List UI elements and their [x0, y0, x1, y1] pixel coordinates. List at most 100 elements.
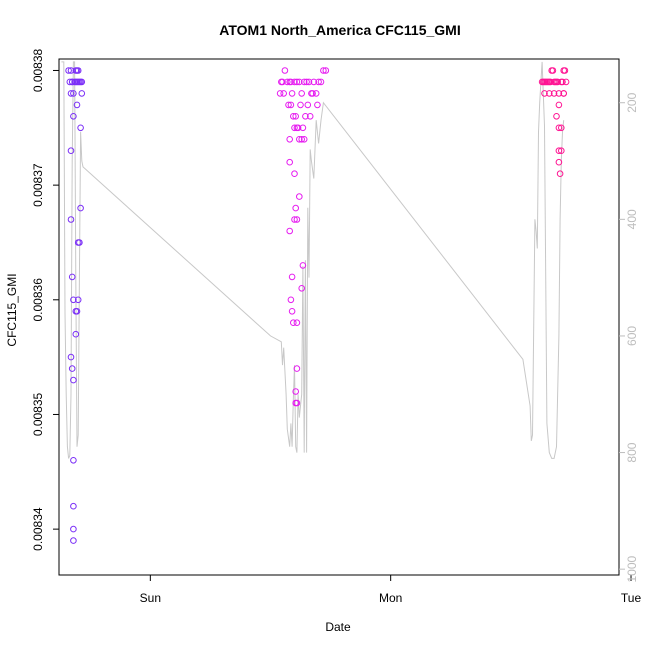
data-point [292, 113, 300, 120]
data-point [285, 101, 292, 109]
data-point [72, 330, 80, 338]
data-point [296, 136, 303, 143]
data-point [541, 90, 548, 97]
data-point [296, 78, 303, 86]
data-point [558, 147, 565, 154]
data-point [70, 502, 77, 510]
data-point [554, 78, 562, 86]
data-point [298, 90, 306, 97]
data-point [555, 158, 563, 166]
points-layer [65, 67, 570, 544]
x-axis-label: Date [325, 620, 351, 634]
data-point [291, 216, 298, 223]
data-point [546, 90, 553, 97]
data-point [306, 113, 314, 120]
data-point [290, 113, 297, 120]
data-point [287, 296, 295, 304]
data-point [550, 90, 558, 97]
data-point [293, 216, 301, 223]
data-point [320, 67, 327, 74]
data-point [299, 262, 307, 269]
data-point [304, 101, 312, 109]
data-point [291, 78, 298, 86]
y-tick-label: 0.00835 [31, 392, 45, 436]
data-point [549, 67, 557, 74]
data-point [309, 90, 316, 97]
data-point [78, 90, 86, 97]
data-point [560, 90, 568, 97]
data-point [77, 204, 84, 212]
data-point [70, 376, 77, 384]
pressure-line-layer [61, 61, 565, 459]
data-point [314, 101, 321, 109]
axes-layer: Sun Mon Tue 0.00834 0.00835 0.00836 0.00837 0.0… [31, 48, 641, 605]
y2-tick-label: 400 [625, 209, 639, 229]
data-point [552, 78, 559, 86]
data-point [561, 67, 569, 74]
data-point [70, 90, 77, 97]
data-point [293, 319, 301, 327]
data-point [293, 365, 301, 372]
data-point [73, 101, 81, 109]
y-tick-label: 0.00838 [31, 48, 45, 92]
y-tick-label: 0.00834 [31, 507, 45, 551]
data-point [298, 136, 306, 143]
data-point [77, 124, 84, 132]
y-axis-label: CFC115_GMI [5, 273, 19, 346]
data-point [74, 67, 82, 74]
y2-tick-label: 600 [625, 326, 639, 346]
data-point [287, 101, 295, 109]
data-point [300, 136, 308, 143]
data-point [555, 147, 563, 154]
data-point [291, 124, 298, 132]
plot-frame [58, 58, 620, 576]
data-point [65, 67, 72, 74]
data-point [540, 78, 547, 86]
data-point [291, 170, 298, 177]
y2-tick-label: 800 [625, 442, 639, 462]
data-point [70, 525, 77, 533]
data-point [67, 216, 75, 223]
data-point [280, 90, 288, 97]
x-tick-label: Mon [379, 591, 402, 605]
data-point [303, 78, 310, 86]
data-point [76, 239, 83, 246]
data-point [276, 90, 284, 97]
data-point [293, 124, 301, 132]
data-point [553, 113, 560, 120]
data-point [555, 90, 563, 97]
data-point [288, 90, 296, 97]
data-point [68, 78, 76, 86]
data-point [322, 67, 330, 74]
x-tick-label: Tue [621, 591, 642, 605]
data-point [288, 273, 296, 281]
data-point [555, 101, 563, 109]
data-point [288, 308, 296, 315]
data-point [547, 78, 554, 86]
data-point [74, 296, 82, 304]
data-point [310, 78, 318, 86]
data-point [70, 457, 77, 464]
data-point [556, 170, 564, 177]
data-point [281, 67, 289, 74]
data-point [78, 78, 86, 86]
data-point [286, 136, 294, 143]
data-point [312, 90, 320, 97]
x-tick-label: Sun [140, 591, 161, 605]
data-point [305, 78, 313, 86]
y2-tick-label: 200 [625, 92, 639, 112]
data-point [292, 388, 300, 395]
data-point [67, 147, 75, 154]
data-point [562, 78, 570, 86]
data-point [287, 78, 295, 86]
data-point [292, 399, 300, 407]
chart-title: ATOM1 North_America CFC115_GMI [219, 22, 460, 38]
y-tick-label: 0.00837 [31, 163, 45, 207]
data-point [70, 537, 77, 544]
data-point [315, 78, 322, 86]
data-point [317, 78, 325, 86]
data-point [297, 101, 304, 109]
data-point [300, 78, 308, 86]
data-point [278, 78, 285, 86]
